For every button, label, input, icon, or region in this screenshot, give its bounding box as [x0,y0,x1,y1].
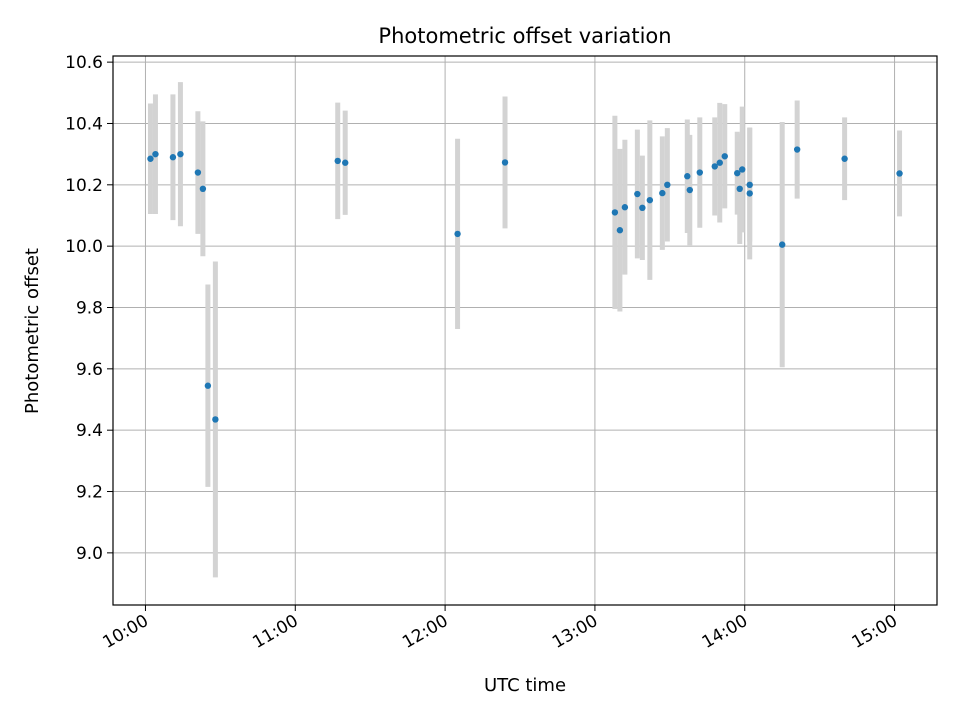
plot-background [113,56,937,605]
plot-frame [112,55,938,606]
data-point [896,170,903,177]
grid [113,56,937,605]
data-point [734,169,741,177]
data-point [716,159,723,166]
data-point [778,241,786,248]
x-axis-label: UTC time [484,675,566,696]
y-tick-label: 10.4 [65,114,103,134]
data-point [746,190,753,197]
y-tick-label: 10.6 [65,53,103,73]
data-point [736,185,743,193]
data-point [212,416,219,423]
y-tick-label: 9.8 [76,298,103,318]
data-point [342,159,349,166]
data-point [793,146,801,153]
data-point [616,227,624,234]
data-point [147,155,154,162]
data-point [501,159,509,166]
data-point [334,157,341,165]
data-point [711,163,718,170]
data-point [194,169,202,176]
data-point [169,154,177,161]
data-point [659,189,666,197]
y-axis-ticks: 9.0 9.2 9.4 9.6 9.8 10.0 10.2 10.4 10.6 [65,53,113,564]
data-point [686,186,693,194]
data-point [611,209,619,216]
data-point [684,173,691,180]
data-point [199,185,207,193]
data-points [147,146,903,423]
data-point [746,181,753,189]
y-tick-label: 9.0 [76,544,103,564]
data-point [721,153,728,160]
y-axis-label: Photometric offset [22,248,43,414]
data-point [841,155,848,162]
data-point [696,169,703,176]
data-point [152,150,159,158]
y-tick-label: 9.6 [76,360,103,380]
data-point [204,382,212,389]
data-point [177,150,184,158]
y-tick-label: 9.4 [76,421,103,441]
y-tick-label: 10.2 [65,176,103,196]
data-point [634,190,641,198]
y-tick-label: 10.0 [65,237,103,257]
data-point [621,204,629,211]
data-point [664,181,671,189]
chart-title: Photometric offset variation [378,24,671,48]
data-point [739,166,746,173]
data-point [646,196,654,204]
data-point [639,204,646,212]
data-point [454,230,461,238]
y-tick-label: 9.2 [76,483,103,503]
